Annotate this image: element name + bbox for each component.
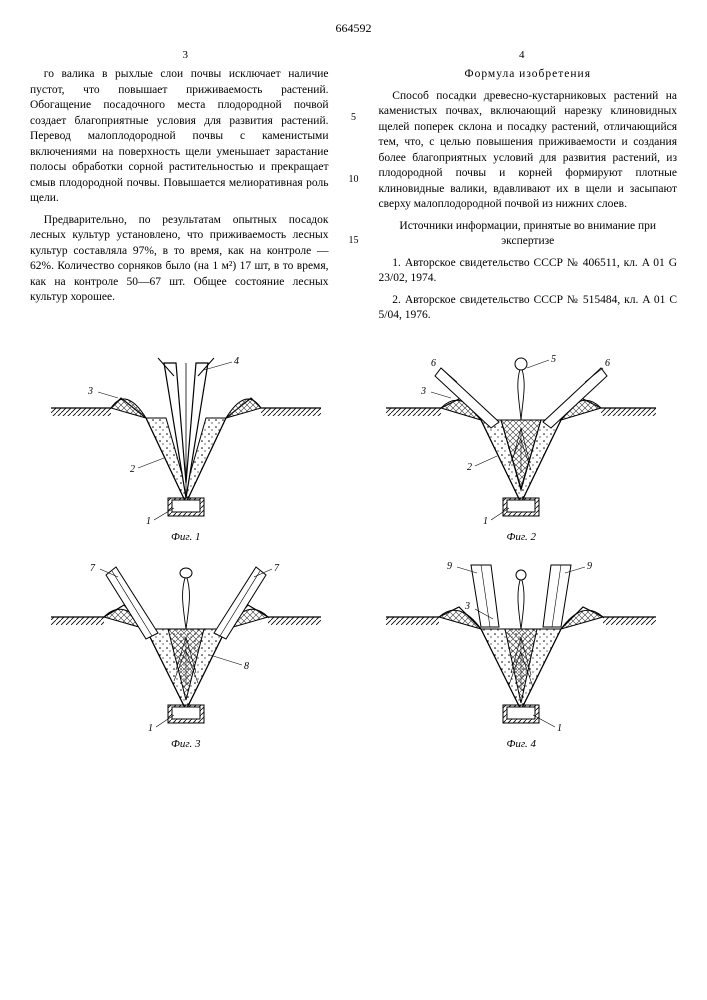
figure-1: 1 2 3 4 Фиг. 1 [46, 348, 326, 545]
figure-4: 1 9 9 3 Фиг. 4 [381, 555, 661, 752]
figures-grid: 1 2 3 4 Фиг. 1 [30, 348, 677, 752]
figure-2: 1 2 3 5 6 6 Фиг. 2 [381, 348, 661, 545]
line-mark: 5 [351, 111, 356, 125]
left-column: го валика в рыхлые слои почвы исключает … [30, 67, 329, 330]
source-1: 1. Авторское свидетельство СССР № 406511… [379, 256, 678, 287]
left-p2: Предварительно, по результатам опытных п… [30, 213, 329, 306]
right-p1: Способ посадки древесно-кустарниковых ра… [379, 89, 678, 213]
right-column: Формула изобретения Способ посадки древе… [379, 67, 678, 330]
label-5: 5 [551, 354, 556, 365]
figure-2-svg: 1 2 3 5 6 6 [381, 348, 661, 528]
label-2: 2 [467, 462, 472, 473]
figure-1-svg: 1 2 3 4 [46, 348, 326, 528]
label-4: 4 [234, 356, 239, 367]
label-7: 7 [90, 563, 96, 574]
patent-number: 664592 [30, 20, 677, 36]
label-3: 3 [87, 386, 93, 397]
label-1: 1 [557, 723, 562, 734]
source-2: 2. Авторское свидетельство СССР № 515484… [379, 293, 678, 324]
label-1: 1 [146, 516, 151, 527]
page-left: 3 [30, 48, 341, 63]
left-p1: го валика в рыхлые слои почвы исключает … [30, 67, 329, 207]
label-9: 9 [447, 561, 452, 572]
label-6b: 6 [605, 358, 610, 369]
label-3: 3 [420, 386, 426, 397]
claim-title: Формула изобретения [379, 67, 678, 83]
sources-title: Источники информации, принятые во вниман… [379, 219, 678, 250]
label-1: 1 [483, 516, 488, 527]
label-2: 2 [130, 464, 135, 475]
figure-1-caption: Фиг. 1 [46, 530, 326, 545]
figure-4-caption: Фиг. 4 [381, 737, 661, 752]
figure-4-svg: 1 9 9 3 [381, 555, 661, 735]
text-columns: го валика в рыхлые слои почвы исключает … [30, 67, 677, 330]
figure-3-svg: 1 7 7 8 [46, 555, 326, 735]
label-7b: 7 [274, 563, 280, 574]
line-marks: 5 10 15 [347, 67, 361, 330]
label-9b: 9 [587, 561, 592, 572]
figure-3-caption: Фиг. 3 [46, 737, 326, 752]
page-right: 4 [366, 48, 677, 63]
figure-3: 1 7 7 8 Фиг. 3 [46, 555, 326, 752]
line-mark: 15 [349, 234, 359, 248]
label-6: 6 [431, 358, 436, 369]
line-mark: 10 [349, 173, 359, 187]
label-3: 3 [464, 601, 470, 612]
page-numbers: 3 4 [30, 48, 677, 63]
label-1: 1 [148, 723, 153, 734]
figure-2-caption: Фиг. 2 [381, 530, 661, 545]
label-8: 8 [244, 661, 249, 672]
